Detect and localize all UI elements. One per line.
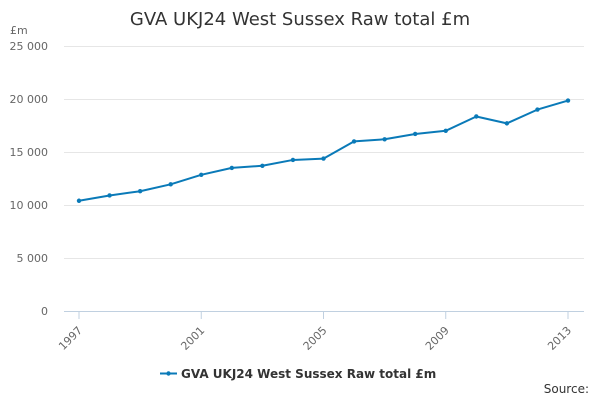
- data-point[interactable]: [504, 121, 510, 126]
- data-point[interactable]: [290, 157, 296, 163]
- legend-marker-swatch: [166, 371, 171, 376]
- data-point[interactable]: [260, 163, 265, 168]
- y-tick-label: 0: [41, 305, 48, 318]
- data-point[interactable]: [321, 156, 326, 161]
- source-label: Source:: [544, 382, 589, 396]
- y-tick-label: 5 000: [17, 252, 49, 265]
- data-point[interactable]: [474, 114, 479, 119]
- y-tick-label: 25 000: [10, 40, 49, 53]
- data-point[interactable]: [76, 198, 82, 203]
- y-tick-label: 15 000: [10, 146, 49, 159]
- data-point[interactable]: [199, 172, 204, 177]
- data-point[interactable]: [137, 189, 143, 194]
- y-tick-label: 10 000: [10, 199, 49, 212]
- data-point[interactable]: [168, 182, 173, 187]
- data-point[interactable]: [229, 165, 235, 171]
- y-axis-tick-labels: 0 5 000 10 000 15 000 20 000 25 000: [10, 40, 49, 318]
- data-point[interactable]: [535, 107, 540, 112]
- series-layer: [76, 98, 571, 203]
- data-point[interactable]: [565, 98, 571, 103]
- chart-title: GVA UKJ24 West Sussex Raw total £m: [130, 9, 470, 30]
- data-point[interactable]: [351, 139, 357, 144]
- data-point[interactable]: [443, 128, 448, 133]
- gridlines: [64, 46, 584, 259]
- y-axis-unit-label: £m: [10, 24, 28, 37]
- data-point[interactable]: [382, 137, 387, 142]
- legend-label: GVA UKJ24 West Sussex Raw total £m: [181, 367, 436, 381]
- legend[interactable]: GVA UKJ24 West Sussex Raw total £m: [160, 367, 436, 381]
- data-point[interactable]: [412, 131, 418, 137]
- data-point[interactable]: [107, 193, 112, 198]
- y-tick-label: 20 000: [10, 93, 49, 106]
